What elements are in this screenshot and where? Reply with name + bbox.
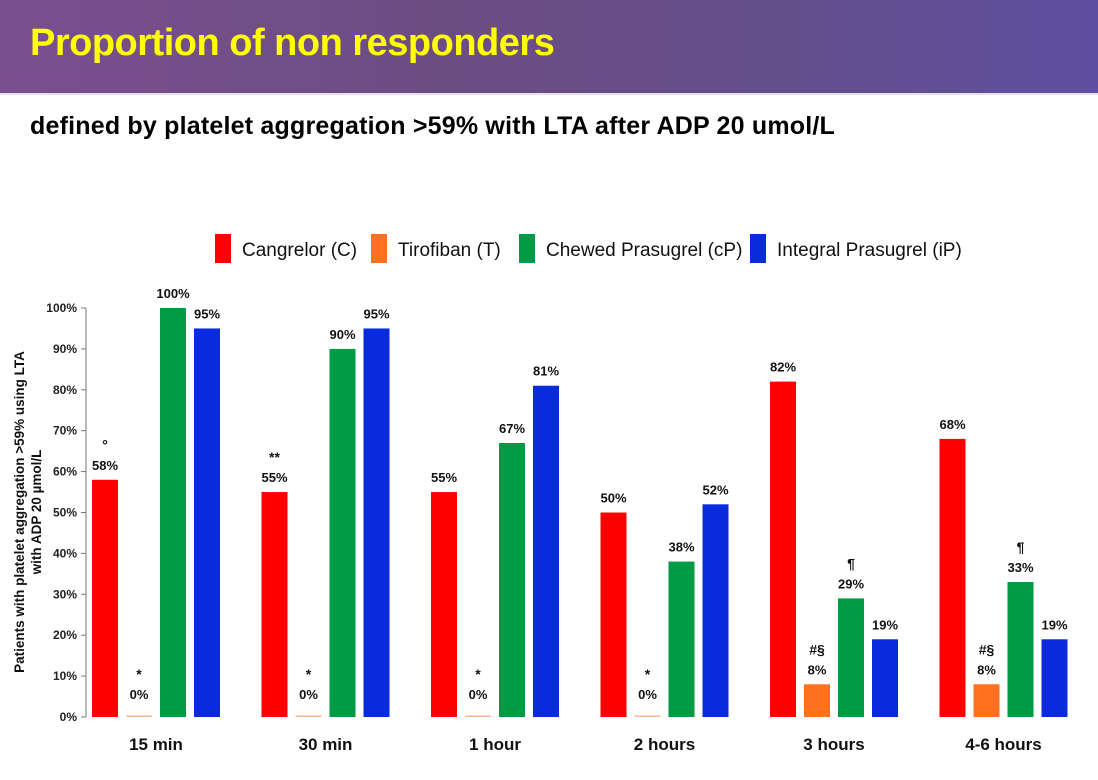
bar	[533, 385, 559, 717]
bar	[973, 684, 1000, 717]
data-label: 38%	[668, 540, 694, 555]
bar	[634, 715, 661, 717]
data-label: 55%	[431, 470, 457, 485]
data-label: 19%	[1041, 617, 1067, 632]
data-label: 8%	[977, 662, 996, 677]
bar	[261, 492, 288, 717]
x-category-label: 4-6 hours	[965, 735, 1042, 754]
x-category-label: 15 min	[129, 735, 183, 754]
significance-marker: ¶	[847, 555, 855, 571]
legend-swatch-2	[371, 234, 387, 263]
bar	[194, 328, 220, 717]
legend: Cangrelor (C) Tirofiban (T) Chewed Prasugr…	[215, 234, 962, 263]
y-tick-label: 10%	[53, 669, 77, 683]
data-label: 33%	[1007, 560, 1033, 575]
significance-marker: *	[136, 666, 142, 682]
bar	[1041, 639, 1068, 717]
data-label: 95%	[363, 306, 389, 321]
bar	[126, 715, 152, 717]
significance-marker: #§	[979, 641, 995, 657]
data-label: 67%	[499, 421, 525, 436]
data-label: 52%	[702, 482, 728, 497]
data-label: 81%	[533, 364, 559, 379]
data-label: 29%	[838, 576, 864, 591]
legend-label-3: Chewed Prasugrel (cP)	[546, 240, 742, 261]
bar	[329, 348, 356, 717]
data-label: 58%	[92, 458, 118, 473]
data-label: 19%	[872, 617, 898, 632]
bar	[770, 381, 796, 717]
legend-swatch-3	[519, 234, 535, 263]
data-label: 0%	[130, 687, 149, 702]
bars: 58% ° 0% * 100% 95% 55% ** 0% * 90% 95% 55% 0% * 67% 81%…	[92, 286, 1068, 717]
legend-label-1: Cangrelor (C)	[242, 240, 357, 261]
bar	[1007, 582, 1034, 717]
y-tick-label: 30%	[53, 587, 77, 601]
banner-divider	[0, 93, 1098, 95]
y-tick-label: 40%	[53, 546, 77, 560]
bar	[295, 715, 322, 717]
data-label: 50%	[600, 491, 626, 506]
significance-marker: **	[269, 449, 280, 465]
y-tick-label: 50%	[53, 506, 77, 520]
x-category-label: 1 hour	[469, 735, 521, 754]
bar	[838, 598, 864, 717]
bar	[702, 504, 729, 717]
y-axis-label: Patients with platelet aggregation >59% …	[12, 351, 44, 673]
bar	[668, 561, 695, 717]
bar	[600, 512, 627, 717]
bar	[499, 442, 525, 717]
significance-marker: *	[306, 666, 312, 682]
y-tick-label: 90%	[53, 342, 77, 356]
x-category-label: 3 hours	[803, 735, 864, 754]
bar	[363, 328, 390, 717]
y-axis-label-line: with ADP 20 µmol/L	[29, 450, 44, 576]
legend-swatch-4	[750, 234, 766, 263]
data-label: 95%	[194, 306, 220, 321]
bar	[465, 715, 491, 717]
data-label: 68%	[939, 417, 965, 432]
y-tick-label: 60%	[53, 465, 77, 479]
title-banner: Proportion of non responders	[0, 0, 1098, 93]
data-label: 100%	[156, 286, 190, 301]
bar	[92, 479, 118, 717]
slide-title: Proportion of non responders	[30, 22, 555, 64]
y-axis-label-line: Patients with platelet aggregation >59% …	[12, 351, 27, 673]
significance-marker: ¶	[1017, 539, 1025, 555]
x-category-label: 30 min	[299, 735, 353, 754]
y-tick-label: 80%	[53, 383, 77, 397]
slide-subtitle: defined by platelet aggregation >59% wit…	[30, 112, 836, 140]
bar	[160, 308, 186, 717]
significance-marker: #§	[809, 641, 825, 657]
significance-marker: °	[102, 437, 108, 453]
significance-marker: *	[475, 666, 481, 682]
y-axis: 0% 10% 20% 30% 40% 50% 60% 70% 80% 90% 100% Patient…	[12, 301, 87, 724]
data-label: 90%	[329, 327, 355, 342]
legend-label-4: Integral Prasugrel (iP)	[777, 240, 962, 261]
bar	[804, 684, 830, 717]
bar	[939, 438, 966, 717]
data-label: 0%	[469, 687, 488, 702]
bar	[872, 639, 898, 717]
data-label: 0%	[638, 687, 657, 702]
y-tick-label: 0%	[60, 710, 78, 724]
legend-swatch-1	[215, 234, 231, 263]
data-label: 0%	[299, 687, 318, 702]
x-axis: 15 min 30 min 1 hour 2 hours 3 hours 4-6 hour…	[129, 735, 1042, 754]
data-label: 8%	[808, 662, 827, 677]
y-tick-label: 100%	[46, 301, 77, 315]
y-tick-label: 20%	[53, 628, 77, 642]
legend-label-2: Tirofiban (T)	[398, 240, 501, 261]
significance-marker: *	[645, 666, 651, 682]
bar	[431, 492, 457, 717]
data-label: 55%	[261, 470, 287, 485]
x-category-label: 2 hours	[634, 735, 695, 754]
data-label: 82%	[770, 360, 796, 375]
y-tick-label: 70%	[53, 424, 77, 438]
